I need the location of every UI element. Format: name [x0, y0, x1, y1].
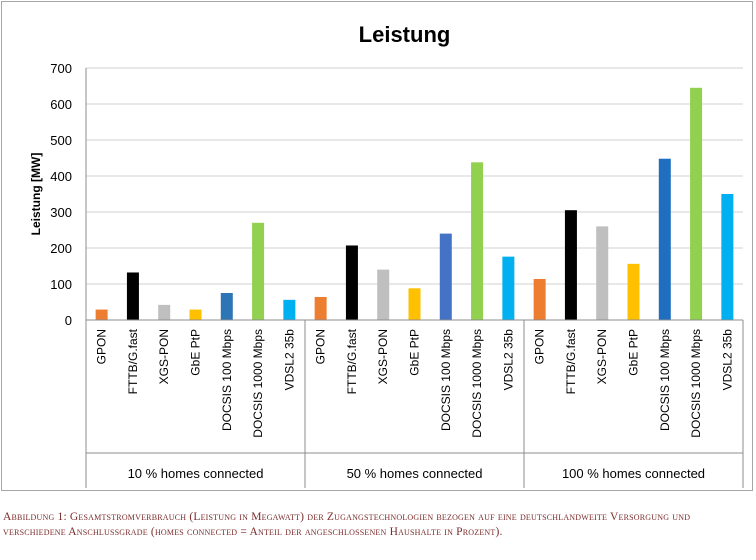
y-tick-label: 200 — [50, 241, 72, 256]
bar — [439, 233, 452, 320]
bar — [596, 226, 609, 320]
chart-title: Leistung — [359, 22, 451, 47]
bar — [283, 299, 296, 320]
y-tick-label: 700 — [50, 61, 72, 76]
bar — [533, 278, 546, 320]
category-label: XGS-PON — [595, 329, 609, 384]
bar — [658, 158, 671, 320]
y-tick-label: 500 — [50, 133, 72, 148]
category-label: FTTB/G.fast — [564, 328, 578, 394]
bar — [564, 210, 577, 320]
category-label: DOCSIS 100 Mbps — [439, 329, 453, 431]
bar — [158, 304, 171, 320]
category-label: GbE PtP — [408, 329, 422, 376]
bar — [627, 263, 640, 320]
figure-caption: Abbildung 1: Gesamtstromverbrauch (Leist… — [3, 511, 691, 538]
bar — [345, 245, 358, 320]
group-label: 100 % homes connected — [562, 466, 705, 481]
bar — [377, 269, 390, 320]
bar — [471, 162, 484, 320]
category-label: DOCSIS 1000 Mbps — [470, 329, 484, 438]
bar — [408, 288, 421, 320]
group-label: 10 % homes connected — [128, 466, 264, 481]
bar — [95, 309, 108, 320]
group-label: 50 % homes connected — [347, 466, 483, 481]
bar-chart: Leistung 0 100 200 300 400 500 600 700 Leistung [… — [29, 22, 744, 488]
category-label: GPON — [314, 329, 328, 364]
y-tick-label: 400 — [50, 169, 72, 184]
category-label: FTTB/G.fast — [126, 328, 140, 394]
y-axis-label: Leistung [MW] — [29, 153, 43, 236]
bar — [690, 87, 703, 320]
y-tick-label: 600 — [50, 97, 72, 112]
bar — [189, 309, 202, 320]
category-label: GbE PtP — [189, 329, 203, 376]
y-tick-label: 0 — [65, 313, 72, 328]
y-tick-label: 300 — [50, 205, 72, 220]
category-label: DOCSIS 100 Mbps — [220, 329, 234, 431]
category-label: VDSL2 35b — [720, 329, 734, 391]
y-tick-label: 100 — [50, 277, 72, 292]
bar — [252, 222, 265, 320]
bar — [126, 272, 139, 320]
chart-frame: Leistung 0 100 200 300 400 500 600 700 Leistung [… — [1, 1, 753, 491]
bar — [721, 194, 734, 320]
category-label: XGS-PON — [157, 329, 171, 384]
category-label: GPON — [95, 329, 109, 364]
category-label: VDSL2 35b — [282, 329, 296, 391]
bar — [314, 296, 327, 320]
category-label: FTTB/G.fast — [345, 328, 359, 394]
bar — [220, 293, 233, 320]
category-label: DOCSIS 100 Mbps — [658, 329, 672, 431]
bar — [502, 256, 515, 320]
category-label: XGS-PON — [376, 329, 390, 384]
category-label: GbE PtP — [627, 329, 641, 376]
category-label: DOCSIS 1000 Mbps — [689, 329, 703, 438]
category-label: GPON — [533, 329, 547, 364]
category-label: DOCSIS 1000 Mbps — [251, 329, 265, 438]
category-label: VDSL2 35b — [501, 329, 515, 391]
